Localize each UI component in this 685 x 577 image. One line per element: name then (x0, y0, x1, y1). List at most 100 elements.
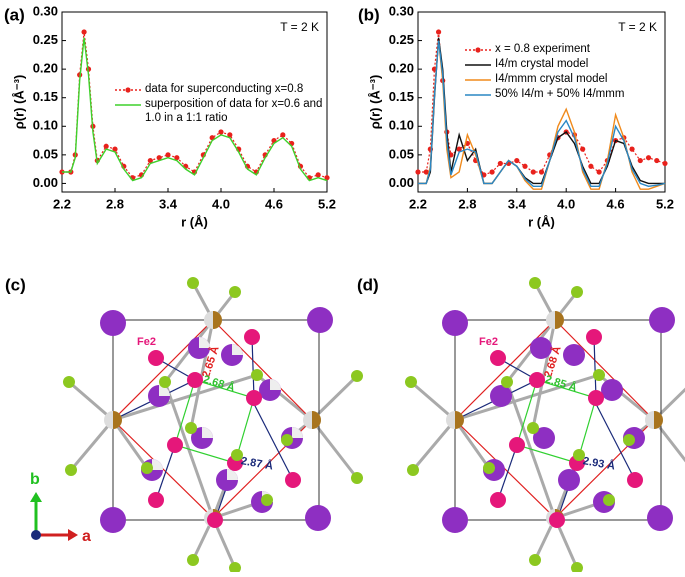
data-point (218, 129, 224, 135)
legend-entry: 50% I4/m + 50% I4/mmm (495, 88, 625, 100)
data-point (596, 169, 602, 175)
small-atom (159, 376, 171, 388)
small-atom (483, 462, 495, 474)
data-point (662, 160, 668, 167)
fe-atom (167, 437, 183, 453)
split-atom-part (159, 385, 170, 396)
large-atom (307, 307, 333, 333)
legend-marker (475, 47, 481, 53)
x-tick-label: 4.0 (212, 196, 230, 211)
data-point (112, 146, 118, 152)
small-atom (351, 472, 363, 484)
site-label: Fe2 (137, 336, 156, 348)
fe-atom (490, 350, 506, 366)
split-atom-part (202, 427, 213, 438)
x-tick-label: 5.2 (656, 196, 674, 211)
x-tick-label: 3.4 (159, 196, 178, 211)
split-atom-part (152, 459, 163, 470)
edge-atom-part (312, 411, 321, 429)
annotation: T = 2 K (618, 20, 657, 34)
bond (410, 380, 456, 422)
small-atom (251, 369, 263, 381)
legend-entry: x = 0.8 experiment (495, 43, 590, 55)
data-point (81, 29, 87, 35)
b-label: b (30, 471, 40, 488)
small-atom (185, 422, 197, 434)
x-tick-label: 3.4 (508, 196, 527, 211)
y-axis-label: ρ(r) (Å⁻³) (367, 75, 382, 130)
split-atom-part (292, 427, 303, 438)
data-point (324, 175, 330, 181)
fe-atom (207, 512, 223, 528)
fe-link (497, 444, 518, 501)
small-atom (571, 562, 583, 574)
large-atom (647, 505, 673, 531)
fe-atom (285, 472, 301, 488)
data-point (315, 172, 321, 178)
a-label: a (82, 528, 91, 545)
y-tick-label: 0.05 (33, 146, 58, 161)
fe-atom (627, 472, 643, 488)
series-line (418, 40, 666, 188)
y-tick-label: 0.30 (389, 3, 414, 18)
legend-entry: I4/m crystal model (495, 58, 588, 70)
data-point (645, 155, 652, 161)
fe-link (251, 399, 294, 481)
bond (454, 373, 600, 422)
split-atom (563, 344, 585, 366)
large-atom (305, 505, 331, 531)
data-point (629, 146, 635, 152)
small-atom (501, 376, 513, 388)
y-tick-label: 0.15 (33, 89, 58, 104)
legend-label: x = 0.8 experiment (495, 43, 590, 55)
fe-atom (586, 329, 602, 345)
legend-entry: data for superconducting x=0.8 (145, 83, 304, 95)
data-point (580, 146, 586, 152)
bond (163, 381, 215, 519)
split-atom (533, 427, 555, 449)
series-line (418, 31, 666, 176)
y-tick-label: 0.00 (33, 175, 58, 190)
data-point (174, 155, 180, 161)
fe-atom (490, 492, 506, 508)
edge-atom-part (213, 311, 222, 329)
y-tick-label: 0.30 (33, 3, 58, 18)
small-atom (231, 449, 243, 461)
y-tick-label: 0.20 (389, 61, 414, 76)
y-tick-label: 0.20 (33, 61, 58, 76)
small-atom (593, 369, 605, 381)
small-atom (529, 554, 541, 566)
small-atom (405, 376, 417, 388)
bond (453, 419, 491, 469)
panel-label: (a) (4, 5, 25, 24)
data-point (530, 169, 536, 175)
split-atom-part (232, 344, 243, 355)
split-atom (490, 385, 512, 407)
legend-label: I4/mmm crystal model (495, 73, 608, 85)
split-atom-part (270, 379, 281, 390)
fe-atom (509, 437, 525, 453)
data-point (489, 169, 495, 175)
fe-link (251, 336, 255, 399)
bond (68, 380, 114, 422)
small-atom (65, 464, 77, 476)
legend-label: data for superconducting x=0.8 (145, 83, 304, 95)
x-tick-label: 4.6 (607, 196, 625, 211)
fe-atom (529, 372, 545, 388)
bond (112, 373, 258, 422)
split-atom-part (199, 337, 210, 348)
data-point (588, 163, 594, 169)
bond (69, 419, 115, 471)
legend-label: superposition of data for x=0.6 and 1.0 … (145, 98, 323, 124)
site-label: Fe2 (479, 336, 498, 348)
origin (31, 530, 41, 540)
bond (505, 381, 557, 519)
fe-atom (246, 390, 262, 406)
legend-label: 50% I4/m + 50% I4/mmm (495, 88, 625, 100)
large-atom (100, 310, 126, 336)
fe-atom (549, 512, 565, 528)
edge-atom-part (654, 411, 663, 429)
small-atom (573, 449, 585, 461)
